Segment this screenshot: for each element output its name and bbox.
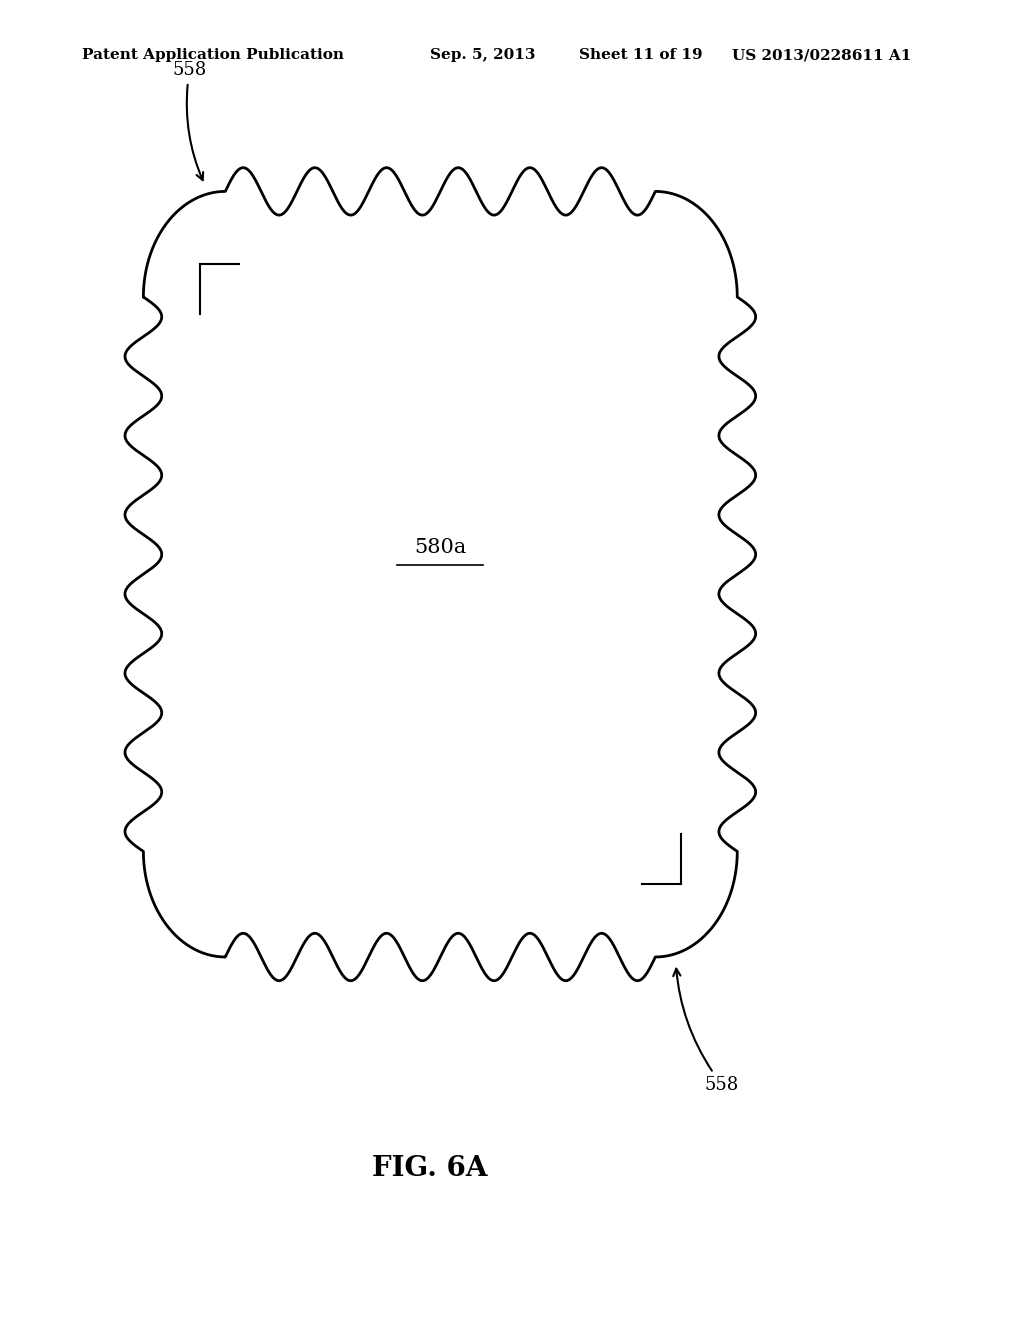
Text: FIG. 6A: FIG. 6A xyxy=(373,1155,487,1181)
Text: Patent Application Publication: Patent Application Publication xyxy=(82,49,344,62)
Text: 580a: 580a xyxy=(414,539,467,557)
Text: US 2013/0228611 A1: US 2013/0228611 A1 xyxy=(732,49,911,62)
Text: Sep. 5, 2013: Sep. 5, 2013 xyxy=(430,49,536,62)
Text: 558: 558 xyxy=(172,61,207,180)
Text: 558: 558 xyxy=(673,969,739,1094)
Text: Sheet 11 of 19: Sheet 11 of 19 xyxy=(579,49,702,62)
